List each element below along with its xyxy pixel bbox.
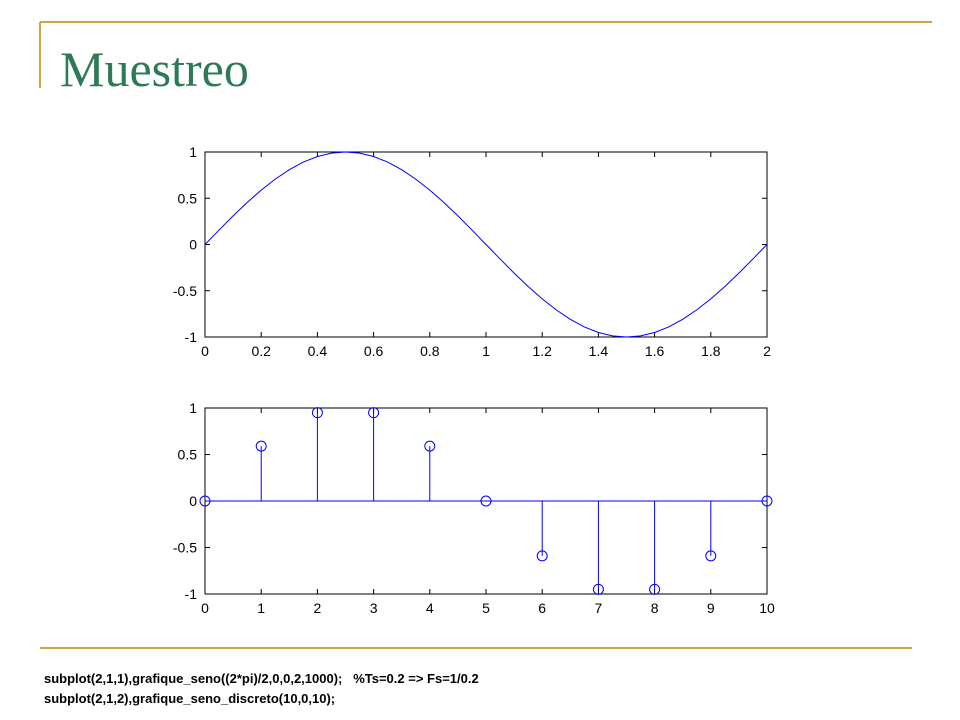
- x-tick-label: 0.4: [308, 343, 328, 359]
- x-tick-label: 0.8: [420, 343, 440, 359]
- code-line: subplot(2,1,1),grafique_seno((2*pi)/2,0,…: [44, 671, 479, 686]
- stem-marker: [199, 495, 211, 507]
- x-tick-label: 1.8: [701, 343, 721, 359]
- x-tick-label: 0.6: [364, 343, 384, 359]
- x-tick-label: 1.6: [645, 343, 665, 359]
- stem-marker: [424, 440, 436, 452]
- x-tick-label: 1.2: [532, 343, 552, 359]
- stem-marker: [592, 583, 604, 595]
- y-tick-label: -0.5: [173, 540, 197, 556]
- x-tick-label: 0: [201, 600, 209, 616]
- x-tick-label: 9: [707, 600, 715, 616]
- slide-title: Muestreo: [60, 41, 249, 97]
- stem-marker: [311, 407, 323, 419]
- stem-marker: [761, 495, 773, 507]
- x-tick-label: 5: [482, 600, 490, 616]
- x-tick-label: 6: [538, 600, 546, 616]
- y-tick-label: -1: [185, 586, 198, 602]
- stem-marker: [536, 550, 548, 562]
- x-tick-label: 1.4: [589, 343, 609, 359]
- y-tick-label: 0: [189, 237, 197, 253]
- y-tick-label: -1: [185, 329, 198, 345]
- stem-marker: [649, 583, 661, 595]
- x-tick-label: 4: [426, 600, 434, 616]
- x-tick-label: 8: [651, 600, 659, 616]
- x-tick-label: 1: [257, 600, 265, 616]
- x-tick-label: 7: [595, 600, 603, 616]
- y-tick-label: 1: [189, 144, 197, 160]
- stem-marker: [255, 440, 267, 452]
- y-tick-label: 0.5: [178, 447, 198, 463]
- x-tick-label: 10: [759, 600, 775, 616]
- stem-marker: [480, 495, 492, 507]
- stem-marker: [705, 550, 717, 562]
- x-tick-label: 1: [482, 343, 490, 359]
- sine-line: [204, 151, 768, 338]
- stem-marker: [368, 407, 380, 419]
- y-tick-label: 1: [189, 400, 197, 416]
- x-tick-label: 0: [201, 343, 209, 359]
- x-tick-label: 2: [763, 343, 771, 359]
- x-tick-label: 3: [370, 600, 378, 616]
- x-tick-label: 0.2: [251, 343, 271, 359]
- y-tick-label: 0.5: [178, 190, 198, 206]
- y-tick-label: 0: [189, 493, 197, 509]
- y-tick-label: -0.5: [173, 283, 197, 299]
- code-line: subplot(2,1,2),grafique_seno_discreto(10…: [44, 691, 335, 706]
- x-tick-label: 2: [314, 600, 322, 616]
